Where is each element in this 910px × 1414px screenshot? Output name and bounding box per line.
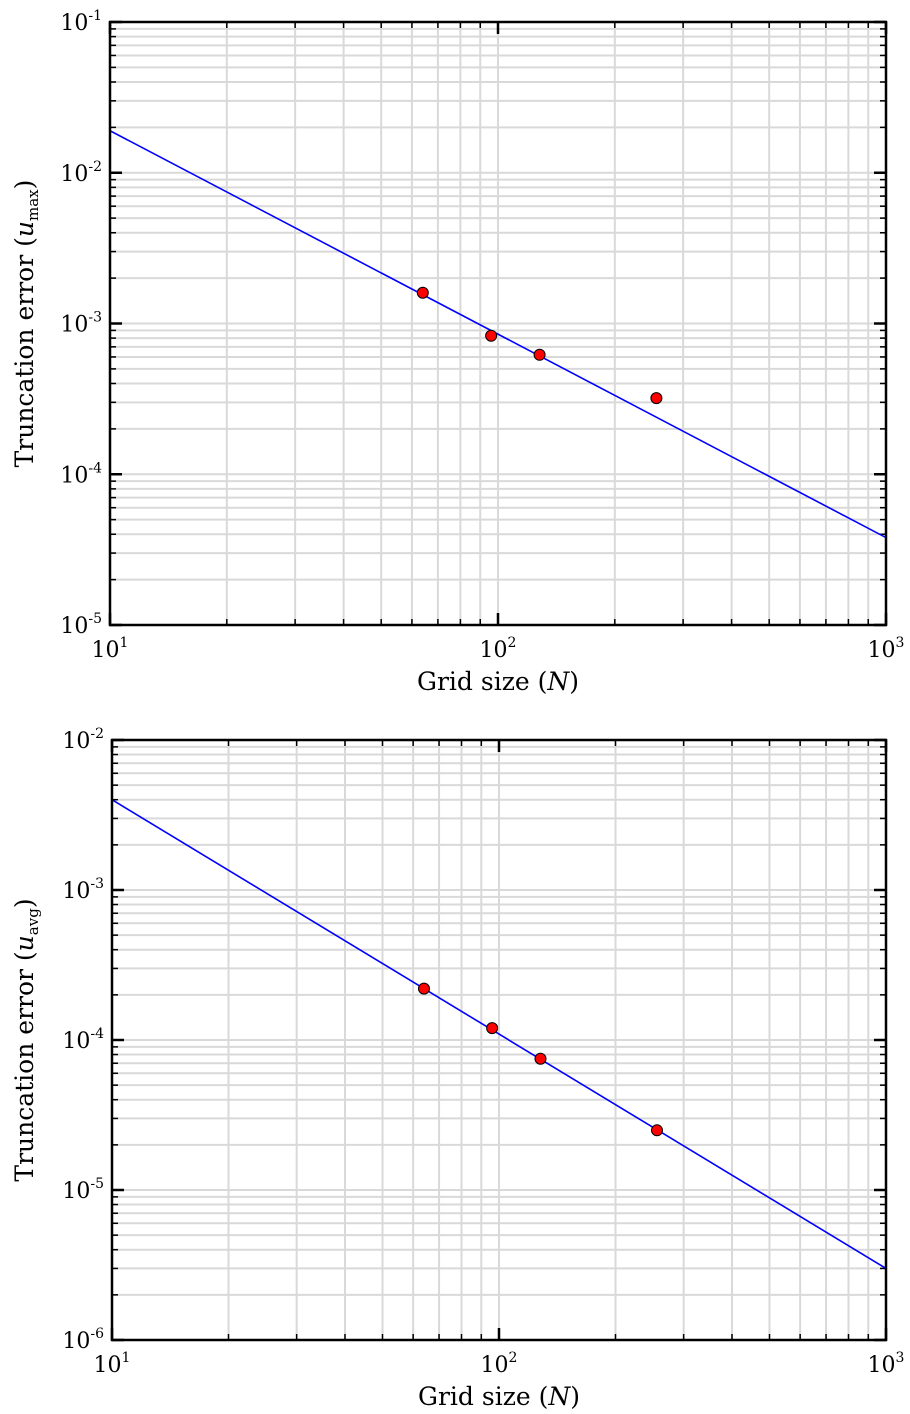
chart-1-grid (110, 22, 886, 625)
chart-2-y-tick-label: 10-5 (62, 1176, 104, 1204)
chart-2-y-tick-label: 10-4 (62, 1026, 104, 1054)
chart-1-data-point (533, 348, 546, 361)
chart-2-x-tick-label: 101 (94, 1350, 131, 1378)
chart-1-x-tick-label: 103 (868, 635, 905, 663)
chart-2-y-tick-label: 10-6 (62, 1326, 104, 1354)
chart-2-data-point (650, 1124, 663, 1137)
chart-2-grid (112, 740, 886, 1340)
chart-2: 101 102 103 10-6 10-5 10-4 10-3 10-2 Grid size (… (10, 726, 904, 1411)
chart-1-data-point (650, 392, 663, 405)
chart-2-fit-line (112, 799, 886, 1270)
chart-2-x-tick-label: 102 (481, 1350, 518, 1378)
chart-1-data-point (416, 286, 429, 299)
chart-2-data-point (534, 1052, 547, 1065)
chart-1-y-tick-label: 10-2 (60, 159, 102, 187)
chart-1-fit-line (110, 130, 886, 539)
chart-2-x-tick-label: 103 (868, 1350, 905, 1378)
chart-2-data-point (417, 982, 430, 995)
chart-2-y-tick-label: 10-3 (62, 876, 104, 904)
chart-2-y-tick-label: 10-2 (62, 726, 104, 754)
chart-2-x-axis-label: Grid size (N) (418, 1382, 580, 1411)
chart-2-data-point (486, 1022, 499, 1035)
chart-1: 101 102 103 10-5 10-4 10-3 10-2 10-1 Grid size (… (10, 8, 904, 696)
chart-1-data-point (485, 329, 498, 342)
chart-1-y-axis-label: Truncation error (umax) (10, 180, 42, 468)
chart-1-y-tick-label: 10-4 (60, 460, 102, 488)
chart-1-y-tick-label: 10-5 (60, 611, 102, 639)
chart-1-x-tick-label: 101 (92, 635, 129, 663)
chart-1-y-tick-label: 10-1 (60, 8, 102, 36)
chart-1-x-axis-label: Grid size (N) (417, 667, 579, 696)
chart-1-x-tick-label: 102 (480, 635, 517, 663)
chart-2-y-axis-label: Truncation error (uavg) (10, 898, 42, 1181)
chart-1-y-tick-label: 10-3 (60, 310, 102, 338)
